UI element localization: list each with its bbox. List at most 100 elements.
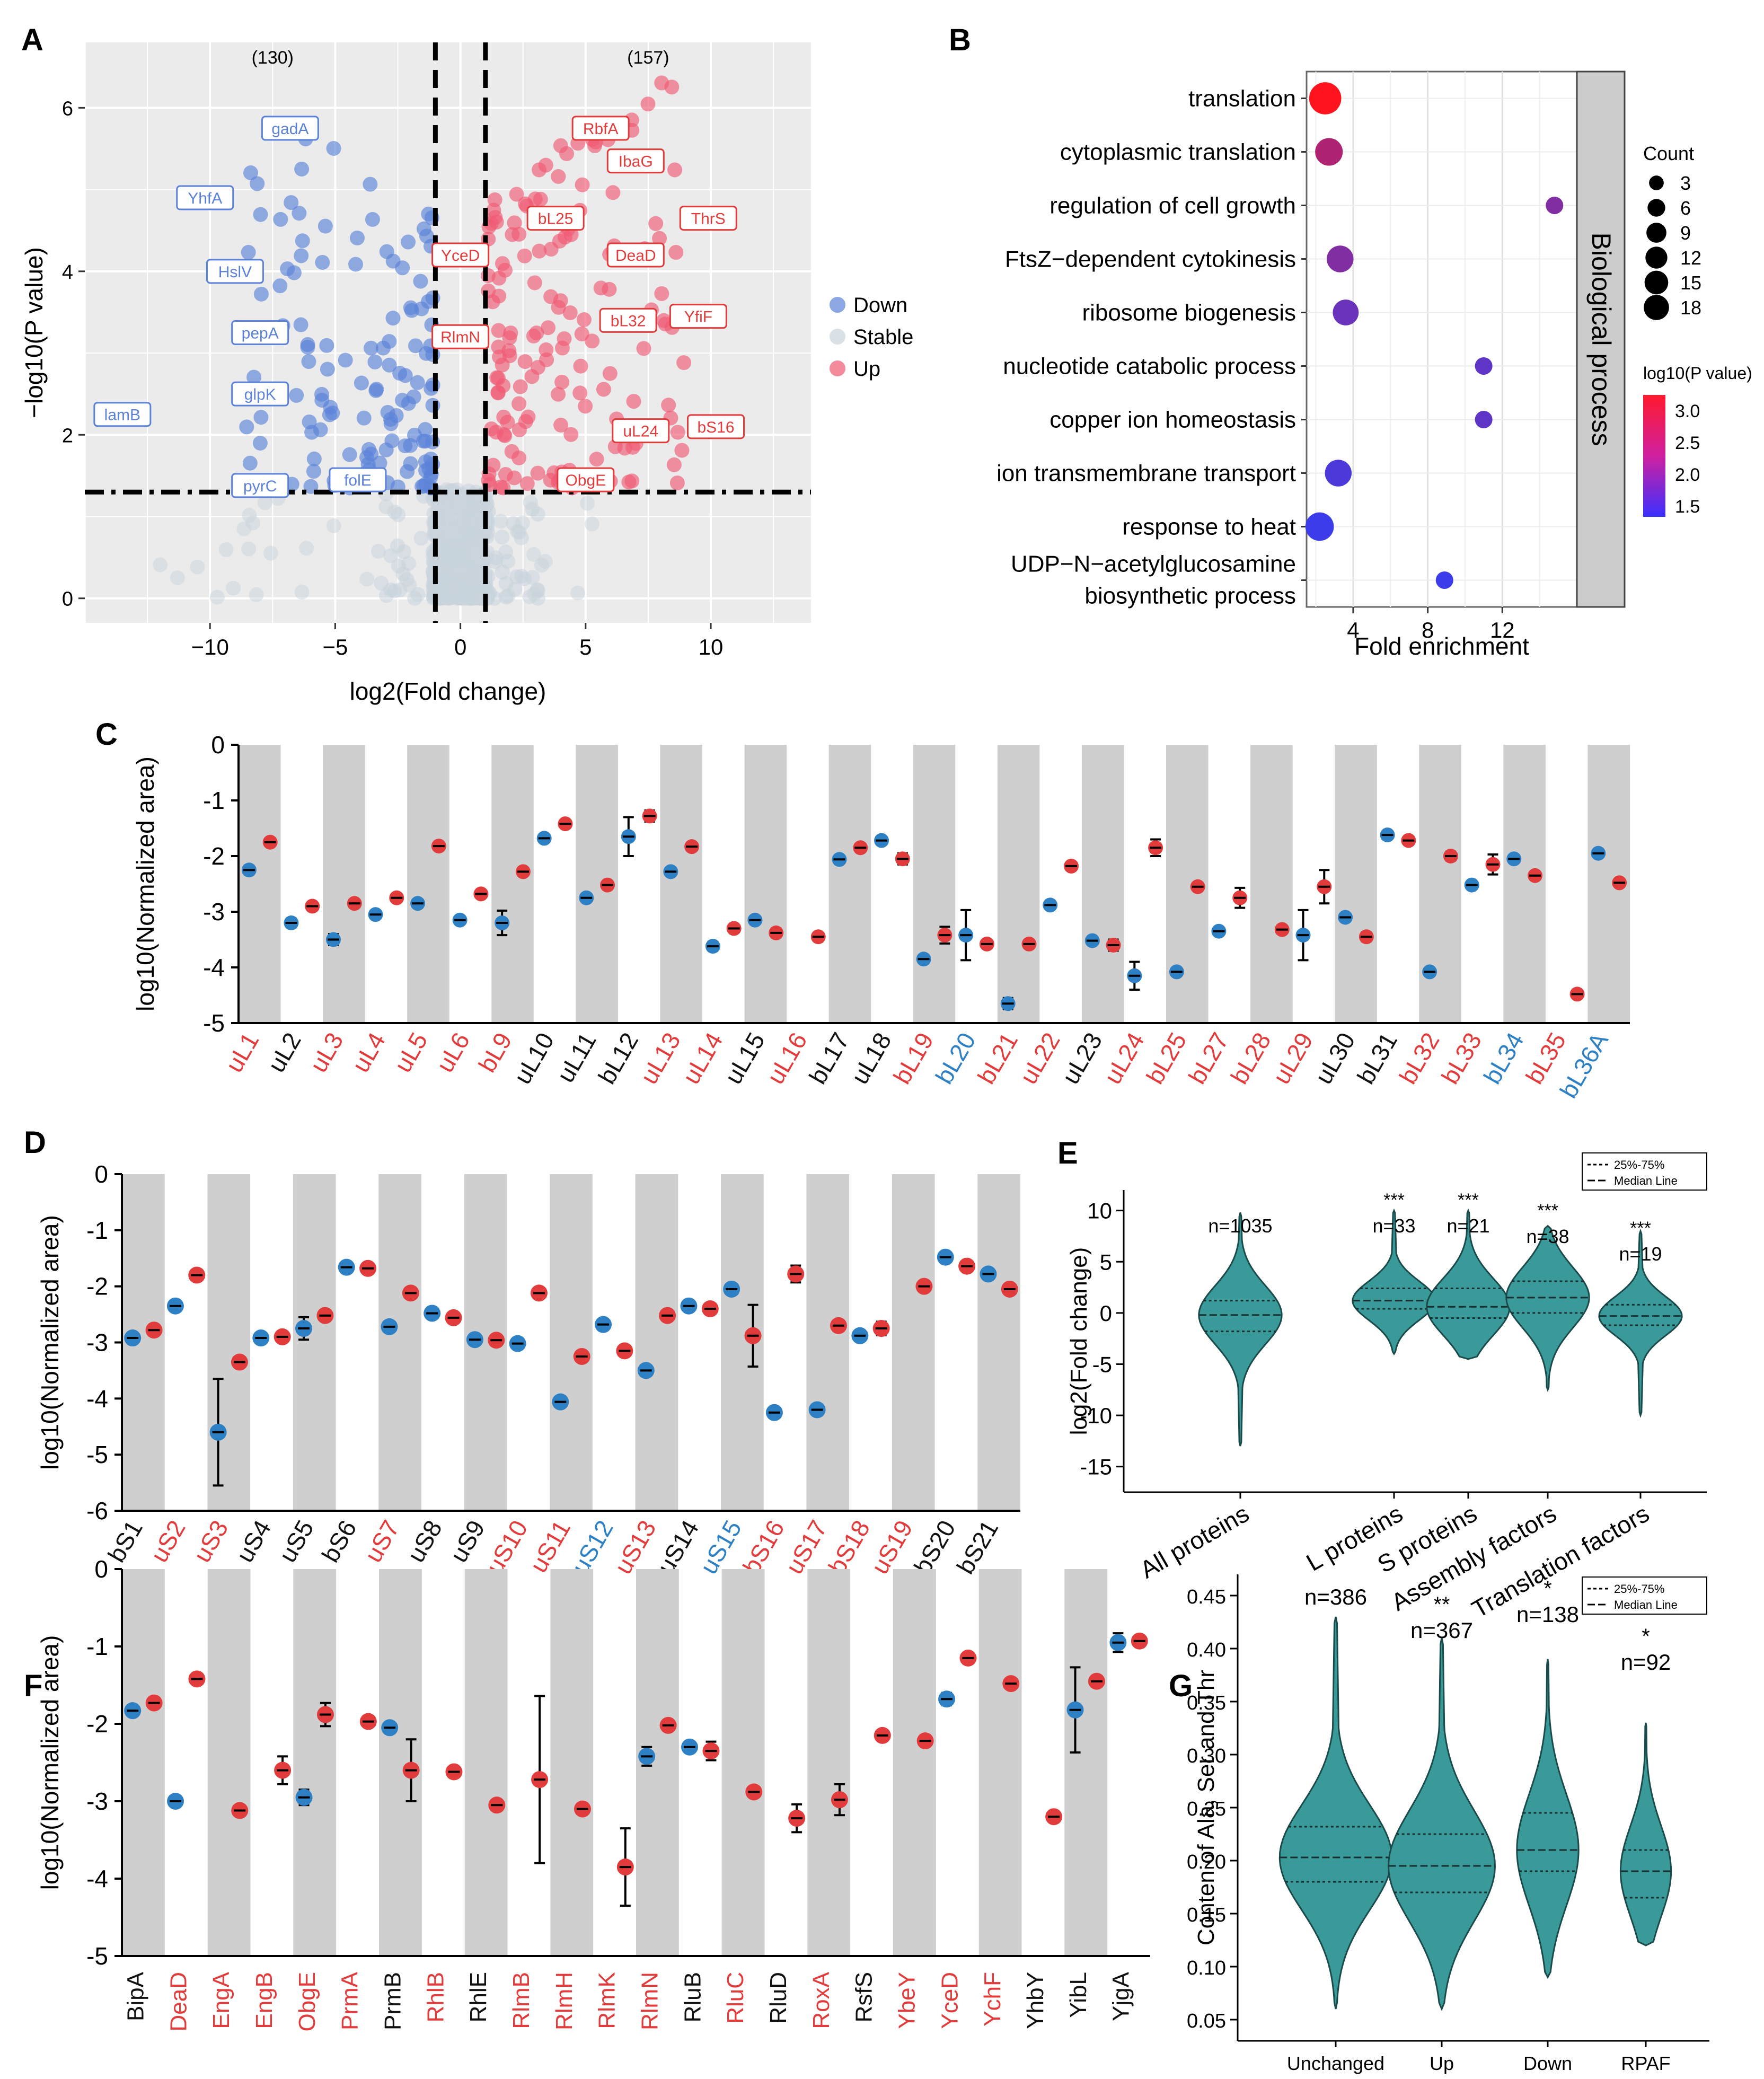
protein-YchF bbox=[1002, 1675, 1020, 1693]
count-legend-dot bbox=[1645, 246, 1668, 269]
x-label-PrmA: PrmA bbox=[337, 1971, 363, 2030]
up-point bbox=[551, 169, 566, 184]
down-point bbox=[294, 161, 310, 177]
stable-point bbox=[249, 587, 264, 602]
protein-bL36A bbox=[1591, 845, 1627, 891]
term-dot bbox=[1315, 138, 1343, 166]
stable-point bbox=[527, 586, 542, 602]
gene-label-box bbox=[231, 473, 289, 498]
band bbox=[635, 1174, 678, 1511]
gene-label-box bbox=[599, 307, 657, 333]
panel-A-volcano: A (130) (157) gadA YhfA HslV pepA glpK lamB pyrC f… bbox=[20, 23, 913, 705]
x-label-RluD: RluD bbox=[765, 1972, 791, 2024]
stable-point bbox=[455, 540, 470, 555]
protein-uS19 bbox=[915, 1278, 933, 1295]
stable-point bbox=[584, 516, 599, 532]
y-axis-label: log10(Normalized area) bbox=[36, 1215, 64, 1470]
violin-Down bbox=[1516, 1659, 1580, 1979]
protein-uL14 bbox=[705, 921, 742, 954]
protein-BipA bbox=[124, 1694, 163, 1720]
stable-point bbox=[488, 550, 504, 566]
y-tick-label: 0 bbox=[62, 588, 73, 611]
term-label: regulation of cell growth bbox=[1049, 193, 1296, 219]
color-legend-bar bbox=[1643, 395, 1665, 517]
up-point bbox=[532, 243, 547, 259]
up-point bbox=[664, 80, 680, 95]
up-point bbox=[587, 138, 603, 153]
significance-label: * bbox=[1642, 1625, 1650, 1648]
x-label-uL15: uL15 bbox=[719, 1028, 770, 1089]
count-legend-dot bbox=[1644, 270, 1669, 295]
up-point bbox=[551, 299, 566, 315]
stable-point bbox=[378, 588, 394, 603]
protein-bL25 bbox=[1169, 879, 1205, 980]
y-tick-label: 0.45 bbox=[1187, 1586, 1226, 1608]
protein-EngB bbox=[274, 1755, 292, 1785]
panel-label-F: F bbox=[24, 1669, 42, 1703]
gene-label: ThrS bbox=[691, 210, 726, 228]
x-label-All proteins: All proteins bbox=[1135, 1500, 1254, 1584]
color-legend-label: 2.0 bbox=[1675, 465, 1700, 485]
protein-bL19 bbox=[916, 926, 952, 967]
up-point bbox=[676, 355, 692, 371]
stable-point bbox=[294, 585, 310, 600]
y-tick-label: -1 bbox=[86, 1217, 108, 1244]
n-label: n=367 bbox=[1410, 1618, 1473, 1643]
x-label-Up: Up bbox=[1430, 2052, 1454, 2074]
x-label-uL6: uL6 bbox=[431, 1028, 475, 1077]
y-tick-label: 0.20 bbox=[1187, 1851, 1226, 1873]
up-point bbox=[626, 394, 641, 409]
gene-label: bL32 bbox=[611, 312, 646, 330]
x-label-RlmH: RlmH bbox=[551, 1972, 577, 2030]
significance-label: * bbox=[1543, 1577, 1552, 1600]
gene-label: HslV bbox=[218, 263, 252, 281]
protein-YibL bbox=[1066, 1666, 1105, 1754]
protein-RlmB bbox=[531, 1695, 549, 1864]
x-label-RsfS: RsfS bbox=[851, 1972, 877, 2022]
up-point bbox=[617, 441, 632, 456]
stable-point bbox=[525, 570, 540, 585]
color-legend-label: 1.5 bbox=[1675, 497, 1700, 517]
x-tick-label: 12 bbox=[1490, 618, 1515, 642]
x-axis-label: log2(Fold change) bbox=[350, 677, 546, 705]
term-dot bbox=[1325, 460, 1352, 487]
count-legend-dot bbox=[1646, 223, 1666, 243]
stable-point bbox=[495, 565, 510, 580]
up-point bbox=[578, 399, 593, 414]
x-label-RPAF: RPAF bbox=[1621, 2052, 1670, 2074]
up-point bbox=[491, 323, 506, 338]
panel-label-C: C bbox=[95, 717, 118, 752]
gene-label-box bbox=[612, 418, 670, 444]
protein-uL13 bbox=[663, 839, 700, 879]
up-point bbox=[562, 305, 578, 321]
x-label-RluB: RluB bbox=[680, 1972, 705, 2022]
gene-label: pepA bbox=[242, 325, 279, 342]
panel-label-B: B bbox=[949, 23, 971, 57]
band bbox=[239, 745, 281, 1023]
down-point bbox=[338, 353, 353, 368]
band bbox=[1250, 745, 1293, 1023]
gene-label-box bbox=[176, 185, 234, 210]
facet-strip bbox=[1576, 71, 1626, 608]
protein-RhlE bbox=[488, 1796, 506, 1814]
protein-uL11 bbox=[579, 877, 615, 905]
protein-bL35 bbox=[1569, 986, 1585, 1002]
down-point bbox=[315, 254, 330, 270]
down-point bbox=[385, 311, 401, 326]
down-point bbox=[354, 375, 369, 391]
significance-label: *** bbox=[1537, 1201, 1558, 1221]
count-up: (157) bbox=[627, 48, 669, 68]
protein-bL21 bbox=[1000, 936, 1037, 1011]
x-label-PrmB: PrmB bbox=[380, 1972, 405, 2030]
stable-point bbox=[515, 515, 530, 531]
protein-bS1 bbox=[124, 1322, 163, 1347]
up-point bbox=[496, 378, 511, 393]
facet-label: Biological process bbox=[1586, 233, 1616, 446]
band bbox=[977, 1174, 1020, 1511]
protein-uS13 bbox=[637, 1307, 676, 1379]
term-label: copper ion homeostasis bbox=[1049, 407, 1296, 433]
up-point bbox=[486, 202, 501, 218]
gene-label: YceD bbox=[441, 247, 480, 265]
down-point bbox=[348, 257, 364, 272]
down-point bbox=[250, 176, 265, 191]
